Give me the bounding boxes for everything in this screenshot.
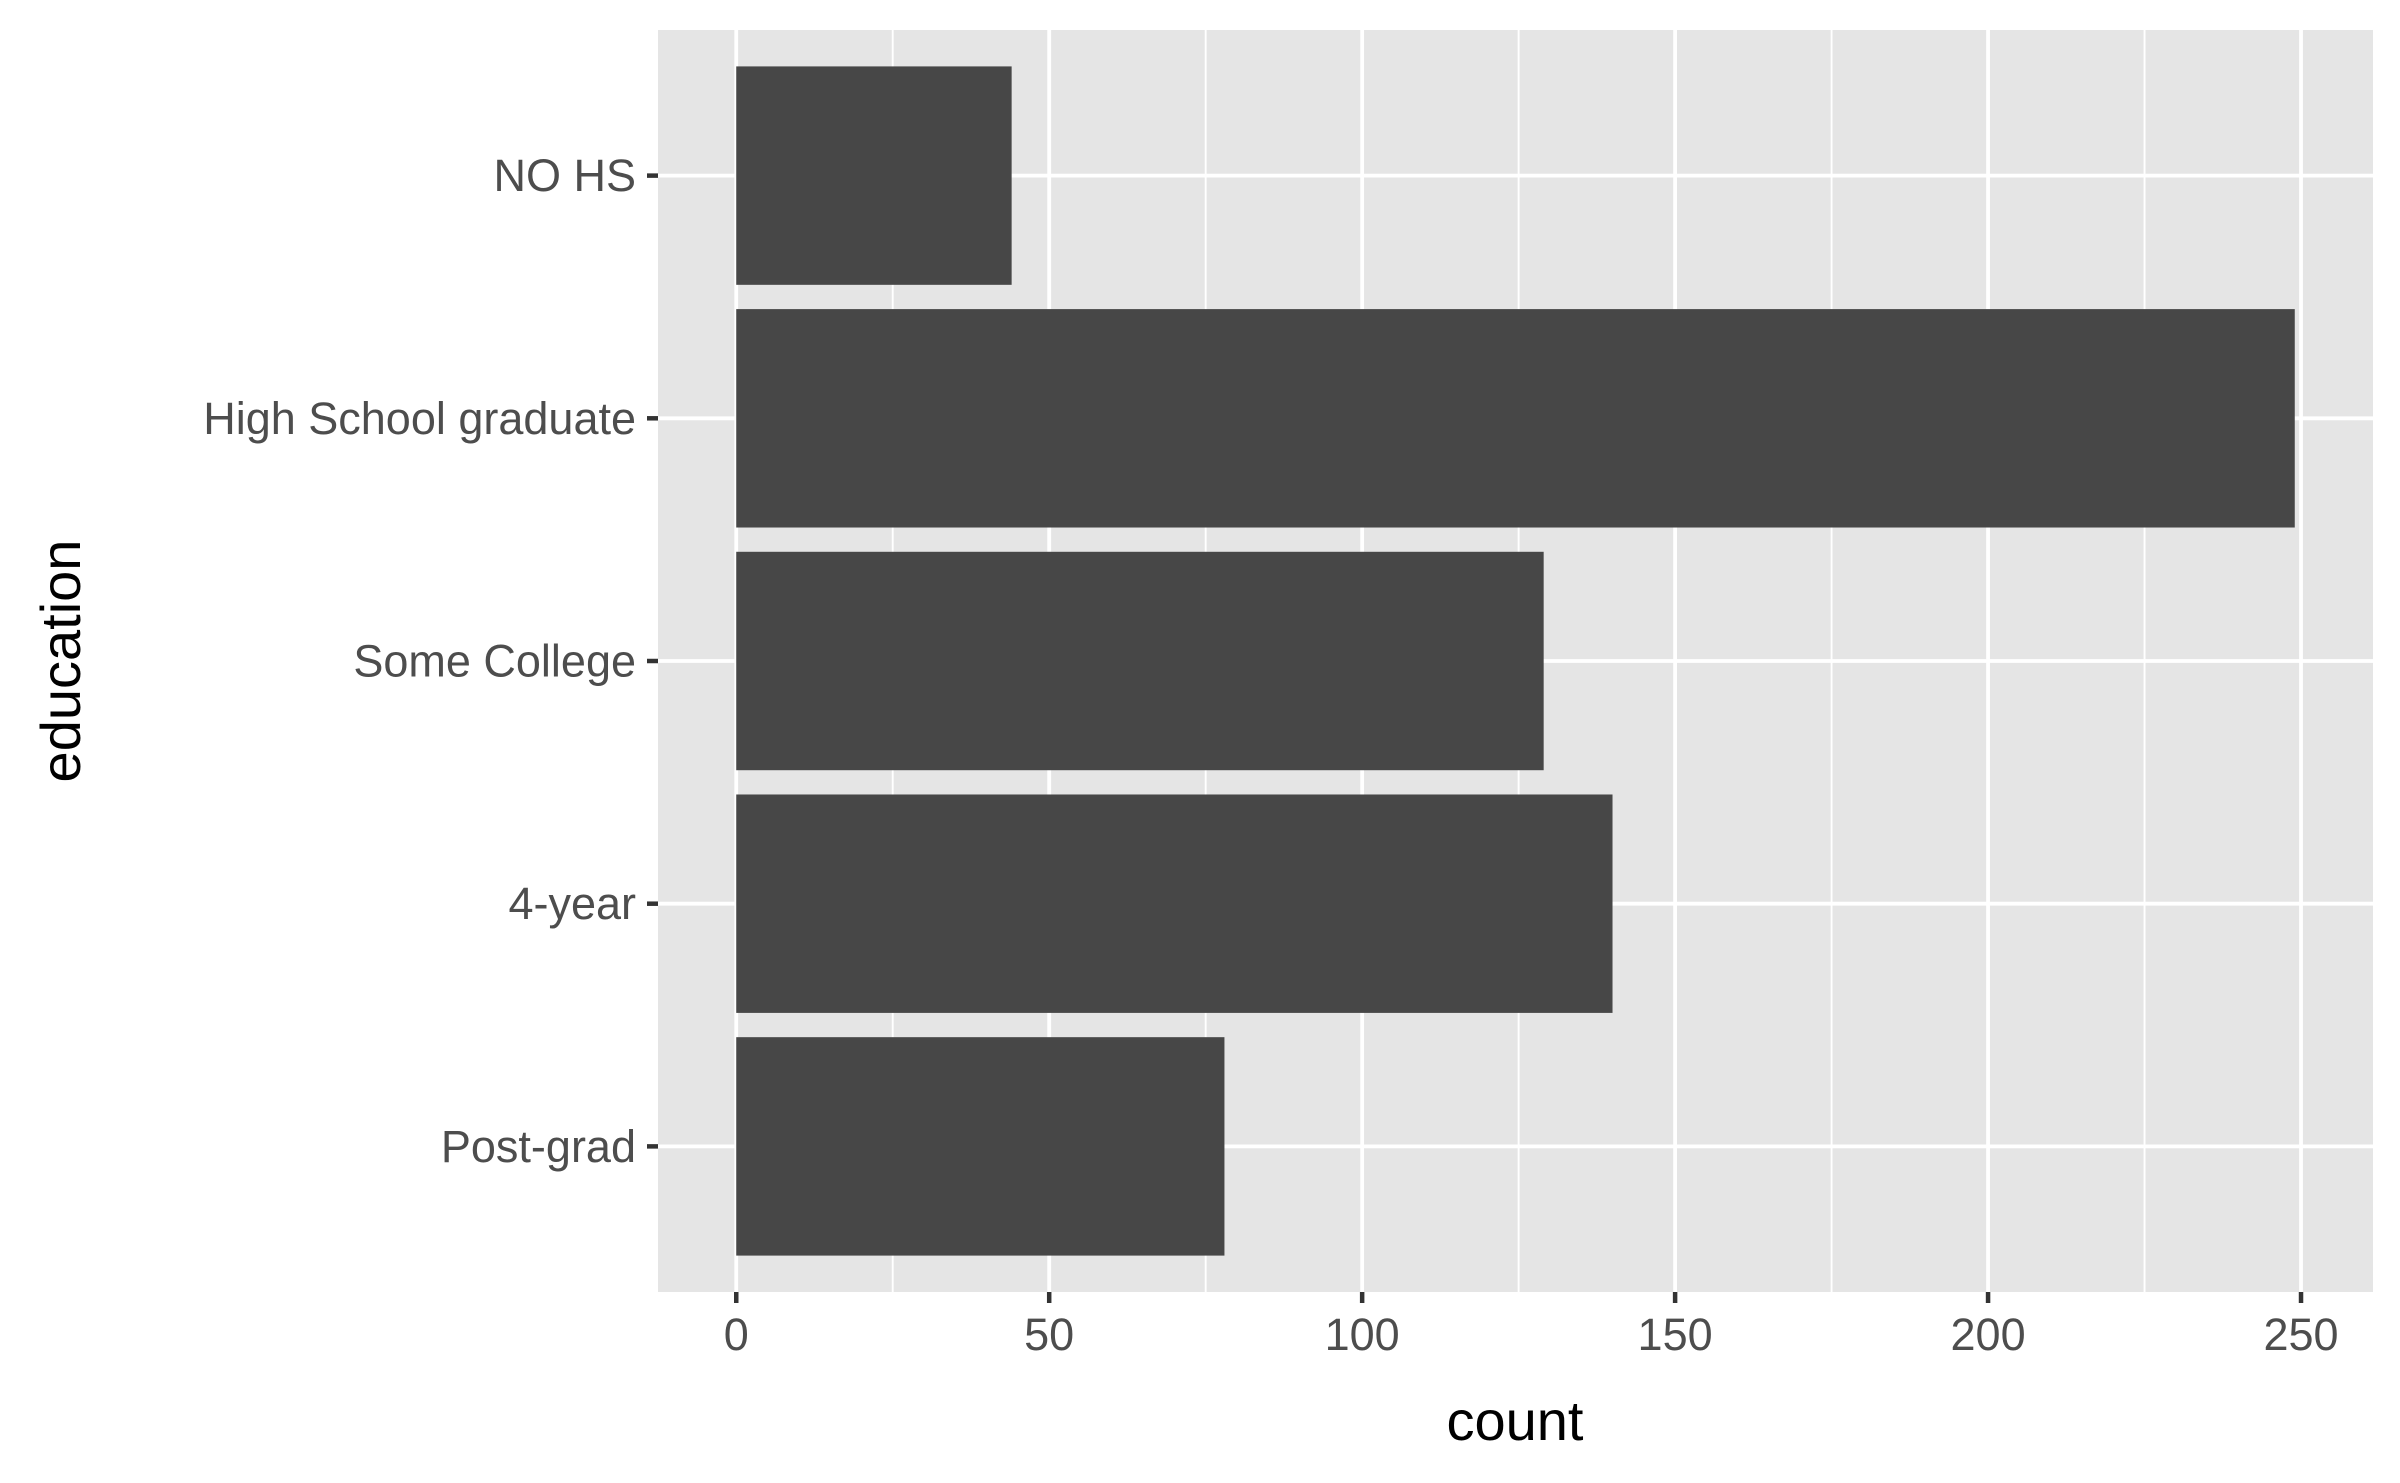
y-axis-title: education xyxy=(29,540,92,783)
bar xyxy=(736,309,2295,528)
x-tick-label: 50 xyxy=(1024,1309,1074,1360)
bar xyxy=(736,551,1544,771)
y-tick-label: 4-year xyxy=(508,878,636,929)
bar xyxy=(736,1037,1225,1256)
y-tick-label: Post-grad xyxy=(441,1121,636,1172)
x-tick-label: 0 xyxy=(724,1309,749,1360)
bars xyxy=(736,66,2295,1256)
bar xyxy=(736,66,1012,285)
x-axis-title: count xyxy=(1447,1389,1584,1452)
y-axis: NO HS High School graduate Some College 4-y… xyxy=(203,150,658,1172)
x-tick-label: 200 xyxy=(1951,1309,2026,1360)
x-axis: 0 50 100 150 200 250 xyxy=(724,1292,2339,1360)
x-tick-label: 100 xyxy=(1325,1309,1400,1360)
y-tick-label: Some College xyxy=(353,636,636,687)
y-tick-label: High School graduate xyxy=(203,393,636,444)
bar xyxy=(736,794,1613,1013)
y-tick-label: NO HS xyxy=(493,150,636,201)
x-tick-label: 150 xyxy=(1638,1309,1713,1360)
x-tick-label: 250 xyxy=(2263,1309,2338,1360)
